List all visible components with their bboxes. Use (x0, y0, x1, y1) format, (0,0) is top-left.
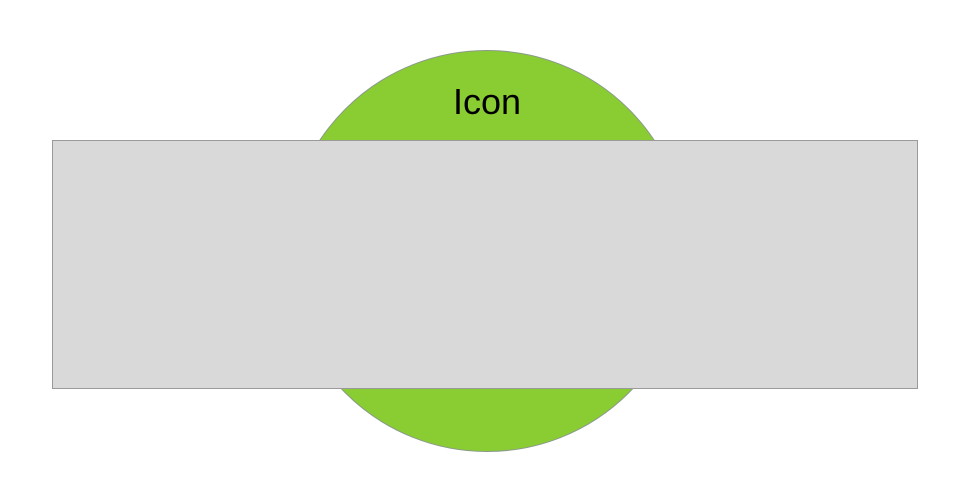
icon-label: Icon (452, 81, 522, 122)
overlay-panel (52, 140, 918, 389)
